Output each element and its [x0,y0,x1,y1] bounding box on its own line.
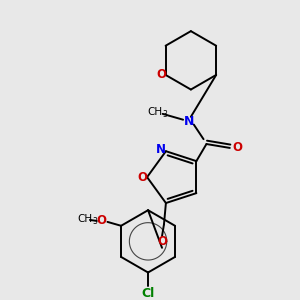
Text: 3: 3 [92,218,97,226]
Text: 3: 3 [162,110,167,119]
Text: CH: CH [77,214,93,224]
Text: CH: CH [147,107,162,117]
Text: O: O [232,141,243,154]
Text: Cl: Cl [141,287,155,300]
Text: O: O [157,236,167,248]
Text: O: O [157,68,167,81]
Text: N: N [184,115,194,128]
Text: N: N [156,143,166,156]
Text: O: O [137,171,147,184]
Text: O: O [97,214,106,227]
